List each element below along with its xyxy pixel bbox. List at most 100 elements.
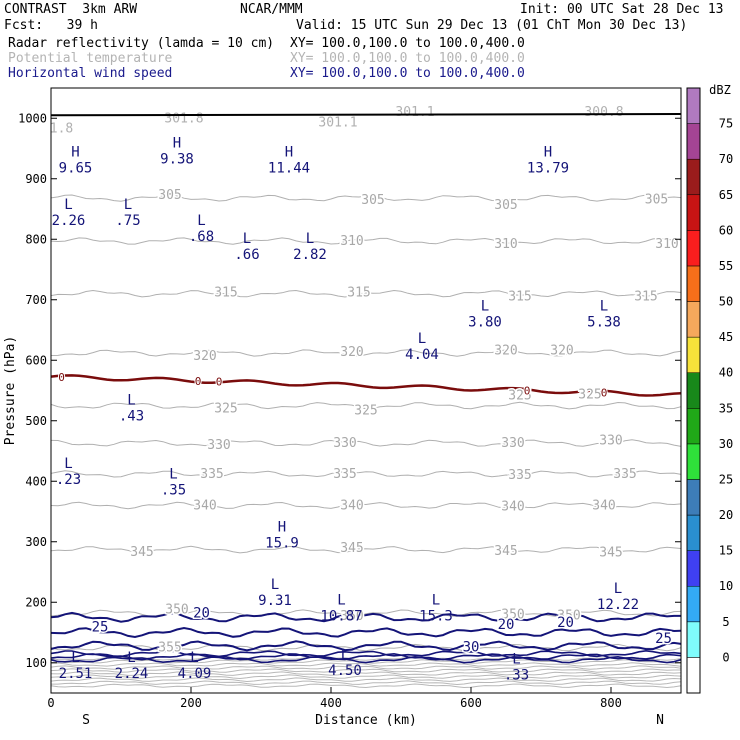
theta-upper-line-3 [50, 677, 682, 683]
extremum-value-17: .66 [234, 247, 259, 263]
colorbar-label-5: 5 [722, 615, 729, 629]
theta-surface-label-5: 300.8 [584, 105, 623, 120]
colorbar-swatch-13 [686, 230, 701, 267]
agency-label: NCAR/MMM [240, 2, 303, 17]
extremum-value-15: 3.80 [468, 314, 502, 330]
theta-upper-line-8 [50, 662, 682, 667]
extremum-type-9: L [614, 581, 622, 597]
x-end-label-right: N [656, 713, 664, 728]
colorbar-frame [686, 87, 701, 694]
theta-label-335-3: 335 [508, 468, 531, 483]
zero-line-label-3: 0 [216, 375, 223, 388]
init-time: Init: 00 UTC Sat 28 Dec 13 [520, 2, 724, 17]
theta-upper-line-10 [50, 656, 682, 661]
extremum-type-2: L [127, 650, 135, 666]
colorbar-label-60: 60 [719, 223, 733, 237]
theta-label-340-2: 340 [340, 498, 363, 513]
zero-line-label-5: 0 [601, 387, 608, 400]
theta-contour-340 [50, 501, 682, 510]
theta-label-335-4: 335 [613, 467, 636, 482]
extremum-type-24: H [285, 145, 293, 161]
theta-contour-320 [50, 349, 682, 357]
colorbar-label-10: 10 [719, 579, 733, 593]
colorbar-label-55: 55 [719, 259, 733, 273]
theta-label-310-3: 310 [655, 237, 678, 252]
extremum-value-21: .75 [115, 213, 140, 229]
colorbar-label-65: 65 [719, 188, 733, 202]
theta-label-350-4: 350 [557, 609, 580, 624]
theta-label-335-2: 335 [333, 467, 356, 482]
wind-label-20-1: 20 [193, 606, 210, 622]
theta-contour-355 [50, 643, 682, 652]
colorbar-label-15: 15 [719, 544, 733, 558]
extremum-value-14: 4.04 [405, 347, 439, 363]
extremum-type-3: L [190, 650, 198, 666]
extremum-value-20: 2.26 [52, 213, 86, 229]
theta-label-330-1: 330 [207, 438, 230, 453]
x-axis-label: Distance (km) [315, 713, 417, 728]
colorbar-swatch-6 [686, 479, 701, 516]
wind-contour-30 [50, 640, 682, 652]
extremum-value-1: 2.51 [59, 666, 93, 682]
zero-line-label-4: 0 [524, 384, 531, 397]
theta-label-350-2: 350 [340, 609, 363, 624]
theta-contour-315 [50, 289, 682, 298]
forecast-hour: Fcst: 39 h [4, 18, 98, 33]
x-tick-label-400: 400 [320, 696, 342, 710]
colorbar-swatch-14 [686, 194, 701, 231]
extremum-value-3: 4.09 [178, 666, 212, 682]
extremum-type-14: L [418, 331, 426, 347]
theta-contour-325 [50, 401, 682, 410]
extremum-type-15: L [481, 298, 489, 314]
plot-frame [50, 87, 682, 694]
colorbar-swatch-9 [686, 372, 701, 409]
extremum-type-25: H [544, 145, 552, 161]
theta-surface-label-3: 301.1 [318, 115, 357, 130]
theta-label-320-2: 320 [340, 345, 363, 360]
colorbar-swatch-17 [686, 87, 701, 124]
extremum-type-13: L [127, 393, 135, 409]
extremum-value-9: 12.22 [597, 597, 639, 613]
colorbar-swatch-3 [686, 585, 701, 623]
theta-label-320-1: 320 [193, 349, 216, 364]
theta-label-330-2: 330 [333, 436, 356, 451]
zero-line-label-2: 0 [195, 375, 202, 388]
theta-label-310-1: 310 [340, 234, 363, 249]
theta-label-345-2: 345 [340, 541, 363, 556]
y-tick-label-100: 100 [25, 656, 47, 670]
theta-surface-label-4: 301.1 [395, 105, 434, 120]
theta-label-325-1: 325 [214, 402, 237, 417]
surface-line [50, 113, 682, 117]
colorbar-label-0: 0 [722, 650, 729, 664]
theta-label-315-3: 315 [508, 290, 531, 305]
extremum-value-6: 9.31 [258, 593, 292, 609]
extremum-type-11: L [64, 456, 72, 472]
theta-upper-line-7 [50, 665, 682, 670]
extremum-type-5: L [512, 652, 520, 668]
x-tick-label-600: 600 [460, 696, 482, 710]
field3-name: Horizontal wind speed [8, 66, 173, 81]
extremum-type-22: H [71, 145, 79, 161]
colorbar-label-30: 30 [719, 437, 733, 451]
extremum-value-12: .35 [161, 482, 186, 498]
theta-upper-line-4 [50, 674, 682, 680]
extremum-value-19: .68 [189, 229, 214, 245]
colorbar-swatch-15 [686, 158, 701, 196]
colorbar-label-50: 50 [719, 295, 733, 309]
theta-label-340-3: 340 [501, 500, 524, 515]
theta-label-345-1: 345 [130, 545, 153, 560]
valid-time: Valid: 15 UTC Sun 29 Dec 13 (01 ChT Mon … [296, 18, 688, 33]
extremum-value-16: 5.38 [587, 314, 621, 330]
wind-label-20-2: 20 [498, 617, 515, 633]
extremum-type-7: L [337, 592, 345, 608]
theta-label-355-1: 355 [158, 641, 181, 656]
wind-contour-20 [50, 611, 681, 623]
extremum-value-25: 13.79 [527, 161, 569, 177]
y-tick-label-600: 600 [25, 353, 47, 367]
field3-xy: XY= 100.0,100.0 to 100.0,400.0 [290, 66, 525, 81]
theta-upper-line-2 [51, 680, 682, 686]
theta-label-305-3: 305 [494, 198, 517, 213]
theta-upper-line-1 [50, 683, 682, 689]
extremum-value-13: .43 [119, 409, 144, 425]
